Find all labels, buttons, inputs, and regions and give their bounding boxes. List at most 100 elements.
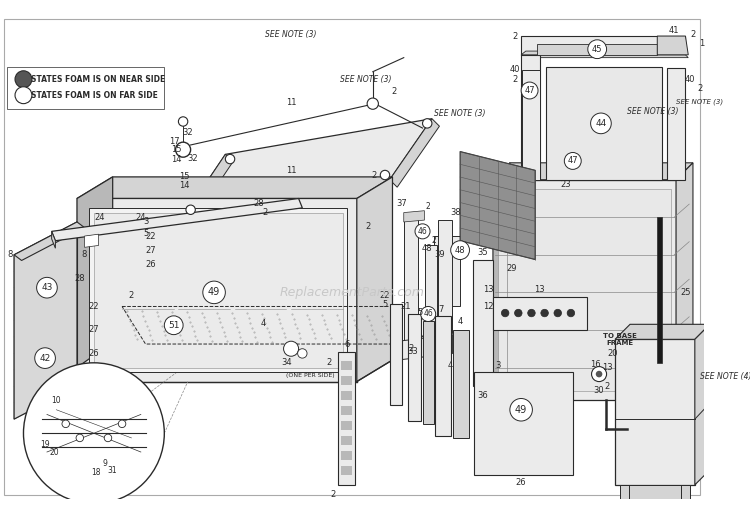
- Text: 49: 49: [208, 287, 220, 297]
- Text: 2: 2: [697, 84, 702, 93]
- Polygon shape: [89, 208, 347, 372]
- Polygon shape: [521, 55, 688, 58]
- Text: 32: 32: [182, 128, 193, 138]
- Text: 49: 49: [515, 405, 527, 415]
- Polygon shape: [537, 44, 657, 55]
- Text: 43: 43: [41, 283, 53, 292]
- Text: 26: 26: [145, 260, 155, 269]
- Text: 8: 8: [8, 250, 14, 260]
- Circle shape: [76, 434, 83, 442]
- Polygon shape: [493, 163, 510, 400]
- Text: 24: 24: [136, 213, 146, 222]
- Text: 39: 39: [434, 250, 445, 260]
- Text: 2: 2: [512, 31, 517, 41]
- Text: 7: 7: [439, 305, 444, 314]
- Circle shape: [510, 399, 532, 421]
- Text: 46: 46: [418, 227, 428, 236]
- Circle shape: [422, 118, 432, 128]
- Text: ReplacementParts.com: ReplacementParts.com: [280, 286, 424, 299]
- Text: 22: 22: [145, 232, 155, 241]
- Polygon shape: [694, 324, 709, 485]
- Text: SEE NOTE (3): SEE NOTE (3): [627, 107, 678, 116]
- Text: 2: 2: [431, 236, 436, 245]
- Polygon shape: [440, 239, 451, 248]
- Text: 47: 47: [568, 157, 578, 165]
- Text: 2: 2: [605, 382, 610, 391]
- Circle shape: [176, 142, 190, 157]
- Text: 6: 6: [345, 339, 350, 349]
- Text: 2: 2: [409, 344, 414, 353]
- Polygon shape: [439, 220, 452, 333]
- Circle shape: [514, 310, 522, 317]
- Polygon shape: [405, 320, 417, 329]
- Text: SEE NOTE (3): SEE NOTE (3): [266, 30, 316, 39]
- Text: 19: 19: [40, 440, 50, 449]
- Text: 16: 16: [590, 360, 601, 369]
- Polygon shape: [340, 421, 352, 431]
- Polygon shape: [404, 213, 418, 349]
- Circle shape: [37, 278, 57, 298]
- Polygon shape: [405, 259, 417, 268]
- Text: 27: 27: [145, 246, 155, 254]
- Circle shape: [592, 367, 607, 382]
- Polygon shape: [440, 276, 451, 285]
- Polygon shape: [340, 466, 352, 475]
- Circle shape: [202, 281, 225, 304]
- Polygon shape: [667, 68, 686, 180]
- Polygon shape: [440, 288, 451, 297]
- Polygon shape: [615, 339, 695, 485]
- Polygon shape: [391, 335, 452, 361]
- Text: 2: 2: [262, 208, 268, 217]
- Polygon shape: [405, 307, 417, 317]
- Text: 47: 47: [524, 86, 535, 95]
- Circle shape: [528, 310, 536, 317]
- Circle shape: [284, 341, 298, 356]
- Text: 48: 48: [422, 244, 433, 253]
- Polygon shape: [77, 177, 392, 198]
- Circle shape: [502, 310, 509, 317]
- Text: 5: 5: [143, 229, 148, 238]
- Polygon shape: [405, 234, 417, 244]
- Circle shape: [567, 310, 574, 317]
- Text: 31: 31: [108, 466, 118, 475]
- Text: 28: 28: [253, 199, 263, 208]
- Polygon shape: [340, 361, 352, 370]
- Polygon shape: [435, 316, 451, 436]
- Circle shape: [588, 40, 607, 59]
- Text: (ONE PER SIDE): (ONE PER SIDE): [286, 372, 334, 377]
- Circle shape: [521, 82, 538, 99]
- Text: SEE NOTE (3): SEE NOTE (3): [434, 110, 486, 118]
- Text: 18: 18: [91, 468, 101, 477]
- Text: 29: 29: [506, 264, 517, 273]
- Text: 8: 8: [82, 250, 87, 260]
- Polygon shape: [521, 51, 544, 55]
- Polygon shape: [183, 118, 432, 217]
- Polygon shape: [440, 300, 451, 310]
- Text: 48: 48: [454, 246, 466, 254]
- Polygon shape: [340, 451, 352, 460]
- Text: 44: 44: [596, 119, 607, 128]
- Polygon shape: [521, 36, 686, 55]
- Text: 45: 45: [592, 45, 602, 54]
- Circle shape: [596, 371, 602, 377]
- Text: 10: 10: [52, 396, 62, 405]
- Polygon shape: [405, 332, 417, 341]
- Polygon shape: [357, 177, 392, 382]
- Polygon shape: [340, 406, 352, 416]
- Polygon shape: [657, 36, 688, 55]
- Text: 20: 20: [607, 349, 617, 358]
- Text: 33: 33: [408, 347, 419, 356]
- Polygon shape: [404, 211, 424, 222]
- Text: 2: 2: [129, 290, 134, 300]
- Polygon shape: [521, 55, 540, 180]
- Text: 14: 14: [171, 154, 182, 164]
- Circle shape: [164, 316, 183, 335]
- Circle shape: [298, 349, 307, 358]
- Text: 13: 13: [602, 363, 613, 372]
- Polygon shape: [522, 70, 540, 180]
- Circle shape: [421, 306, 436, 321]
- Polygon shape: [340, 376, 352, 385]
- Polygon shape: [676, 163, 693, 400]
- Circle shape: [554, 310, 562, 317]
- Polygon shape: [405, 222, 417, 231]
